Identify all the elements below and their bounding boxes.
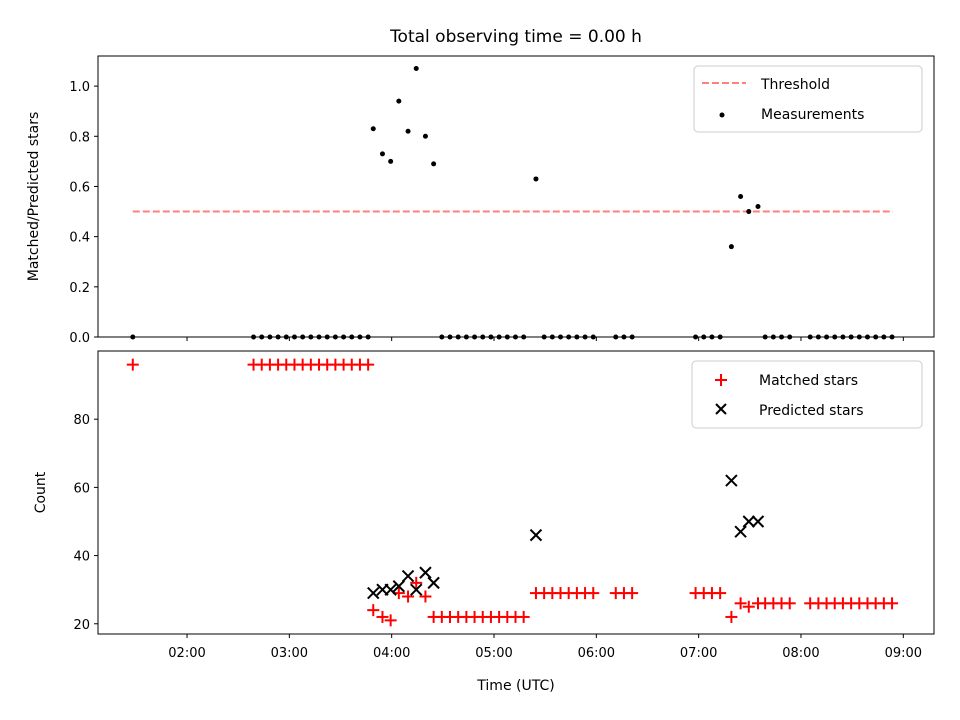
top-panel: 0.0 0.2 0.4 0.6 0.8 1.0 Matched/Predicted sta… <box>26 55 935 346</box>
matched-star-marker <box>626 587 639 600</box>
matched-star-marker <box>376 610 389 623</box>
top-legend-box <box>693 65 923 133</box>
predicted-stars-layer <box>367 474 765 600</box>
top-axes-frame <box>97 55 935 338</box>
predicted-star-marker <box>751 515 765 528</box>
measurement-point <box>746 209 752 215</box>
measurement-point <box>379 151 385 157</box>
predicted-star-marker <box>742 515 755 528</box>
bottom-y-ticks: 20 40 60 80 <box>73 413 98 633</box>
x-axis-label: Time (UTC) <box>476 678 554 694</box>
bottom-y-tick-label: 60 <box>73 481 90 496</box>
top-legend: Threshold Measurements <box>693 65 923 133</box>
measurement-point <box>738 194 744 199</box>
matched-star-marker <box>402 590 415 603</box>
measurement-point <box>431 161 437 167</box>
x-tick-label: 03:00 <box>271 646 308 661</box>
predicted-star-marker <box>401 569 415 583</box>
matched-star-marker <box>410 576 423 589</box>
x-tick-label: 05:00 <box>475 646 512 661</box>
measurement-point <box>422 133 428 139</box>
matched-star-marker <box>734 597 747 610</box>
legend-matched-swatch <box>715 374 727 386</box>
predicted-star-marker <box>367 586 380 600</box>
predicted-star-marker <box>427 576 440 590</box>
legend-measurements-swatch <box>719 112 725 118</box>
matched-star-marker <box>725 610 738 623</box>
matched-star-marker <box>714 587 727 600</box>
top-y-tick-label: 0.0 <box>69 331 90 346</box>
x-tick-label: 08:00 <box>782 646 819 661</box>
legend-predicted-label: Predicted stars <box>759 403 864 419</box>
bottom-x-ticks: 02:00 03:00 04:00 05:00 06:00 07:00 08:00 09:00 <box>168 634 922 661</box>
measurement-point <box>370 126 376 132</box>
measurement-point <box>533 176 539 182</box>
matched-star-marker <box>886 597 899 610</box>
bottom-y-axis-label: Count <box>33 471 49 513</box>
top-y-tick-label: 1.0 <box>69 80 90 95</box>
matched-star-marker <box>362 358 375 371</box>
matched-star-marker <box>384 614 397 627</box>
x-tick-label: 02:00 <box>168 646 205 661</box>
bottom-legend-box <box>691 360 923 429</box>
legend-predicted-swatch <box>715 403 727 415</box>
measurements-layer <box>130 66 895 340</box>
top-y-tick-label: 0.4 <box>69 231 90 246</box>
matched-star-marker <box>517 610 530 623</box>
legend-matched-label: Matched stars <box>759 373 858 389</box>
predicted-star-marker <box>725 474 738 487</box>
predicted-star-marker <box>384 583 397 596</box>
predicted-star-marker <box>734 525 747 538</box>
top-x-ticks <box>186 337 904 341</box>
matched-stars-layer <box>126 358 899 627</box>
top-y-axis-label: Matched/Predicted stars <box>26 112 42 282</box>
matched-star-marker <box>783 597 796 610</box>
predicted-star-marker <box>410 583 423 596</box>
predicted-star-marker <box>529 528 543 542</box>
measurement-point <box>405 128 411 134</box>
top-y-tick-label: 0.2 <box>69 281 90 296</box>
top-y-tick-label: 0.8 <box>69 130 90 145</box>
matched-star-marker <box>587 587 600 600</box>
x-tick-label: 04:00 <box>373 646 410 661</box>
matched-star-marker <box>126 358 139 371</box>
predicted-star-marker <box>419 566 432 579</box>
top-y-tick-label: 0.6 <box>69 180 90 195</box>
legend-measurements-label: Measurements <box>761 107 864 123</box>
chart-title: Total observing time = 0.00 h <box>389 27 642 47</box>
measurement-point <box>728 244 734 250</box>
bottom-legend: Matched stars Predicted stars <box>691 360 923 429</box>
top-y-ticks: 0.0 0.2 0.4 0.6 0.8 1.0 <box>69 80 98 346</box>
measurement-point <box>755 204 761 210</box>
bottom-y-tick-label: 20 <box>73 618 90 633</box>
measurement-point <box>413 66 419 72</box>
x-tick-label: 07:00 <box>680 646 717 661</box>
measurement-point <box>388 158 394 164</box>
bottom-y-tick-label: 80 <box>73 413 90 428</box>
measurement-point <box>396 98 402 104</box>
matched-star-marker <box>419 590 432 603</box>
legend-threshold-label: Threshold <box>760 77 830 93</box>
matched-star-marker <box>742 600 755 613</box>
matched-star-marker <box>367 604 380 617</box>
predicted-star-marker <box>392 580 406 593</box>
x-tick-label: 06:00 <box>578 646 615 661</box>
bottom-axes-frame <box>97 350 935 635</box>
bottom-y-tick-label: 40 <box>73 550 90 565</box>
x-tick-label: 09:00 <box>885 646 922 661</box>
